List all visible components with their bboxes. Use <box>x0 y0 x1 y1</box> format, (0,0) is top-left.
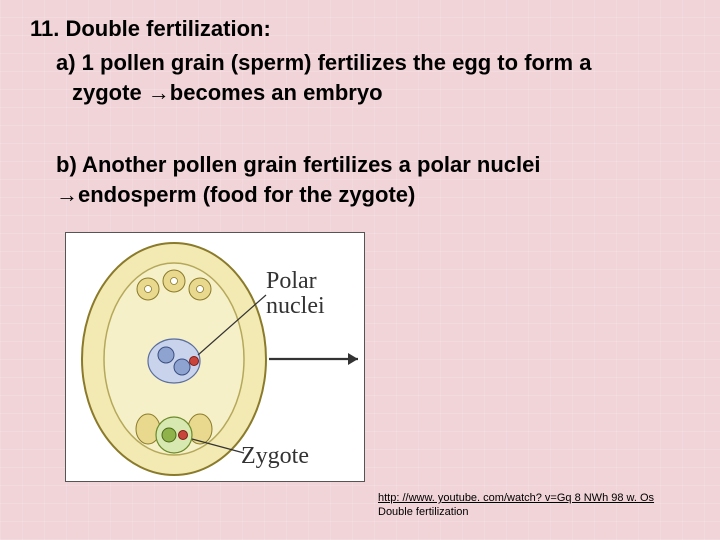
point-b-line2: →endosperm (food for the zygote) <box>56 182 415 208</box>
point-a-line2: zygote →becomes an embryo <box>72 80 383 106</box>
point-a-post: becomes an embryo <box>170 80 383 105</box>
point-b-post: endosperm (food for the zygote) <box>78 182 415 207</box>
source-link[interactable]: http: //www. youtube. com/watch? v=Gq 8 … <box>378 492 654 504</box>
slide-title: 11. Double fertilization: <box>30 16 271 42</box>
label-polar-nuclei: Polarnuclei <box>266 269 325 319</box>
out-arrow-icon <box>336 345 366 371</box>
arrow-icon: → <box>148 80 170 105</box>
arrow-icon: → <box>56 182 78 207</box>
point-b-line1: b) Another pollen grain fertilizes a pol… <box>56 152 540 178</box>
diagram-container: Polarnuclei Zygote <box>65 232 365 482</box>
source-caption: Double fertilization <box>378 506 469 518</box>
point-a-line1: a) 1 pollen grain (sperm) fertilizes the… <box>56 50 591 76</box>
point-a-pre: zygote <box>72 80 148 105</box>
label-zygote: Zygote <box>241 443 309 470</box>
